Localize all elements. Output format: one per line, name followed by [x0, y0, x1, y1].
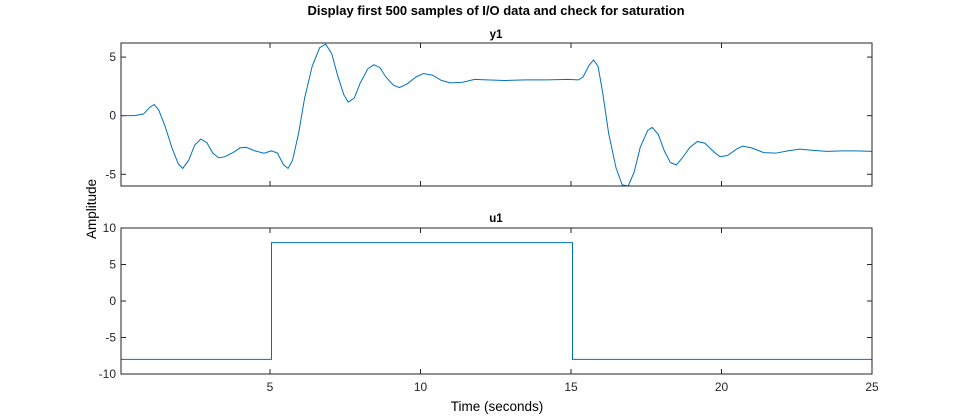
subplot-y1: y1 5 0 -5	[105, 29, 873, 187]
ytick-label-u1: 0	[109, 294, 116, 308]
xtick-label: 25	[865, 380, 879, 394]
y-axis-label: Amplitude	[84, 179, 99, 239]
ytick-label-y1: 5	[109, 50, 116, 64]
x-axis-label: Time (seconds)	[451, 399, 544, 414]
subplot-title-u1: u1	[489, 213, 503, 225]
subplot-title-y1: y1	[490, 29, 503, 41]
subplot-u1: u1 10 5 0 -5 -10 5 10 15 20 25	[99, 213, 879, 394]
xtick-label: 10	[414, 380, 428, 394]
series-line-u1	[121, 242, 872, 360]
ytick-label-u1: 5	[109, 258, 116, 272]
ytick-label-y1: -5	[105, 167, 116, 181]
xtick-label: 5	[267, 380, 274, 394]
xtick-label: 15	[564, 380, 578, 394]
ytick-label-u1: 10	[103, 221, 117, 235]
ytick-label-u1: -5	[105, 331, 116, 345]
axes-frame-u1	[120, 227, 873, 375]
series-line-y1	[121, 43, 873, 187]
ytick-label-y1: 0	[109, 109, 116, 123]
xtick-label: 20	[715, 380, 729, 394]
ytick-label-u1: -10	[99, 367, 117, 381]
axes-frame-y1	[120, 42, 873, 187]
figure-title: Display first 500 samples of I/O data an…	[307, 3, 684, 18]
